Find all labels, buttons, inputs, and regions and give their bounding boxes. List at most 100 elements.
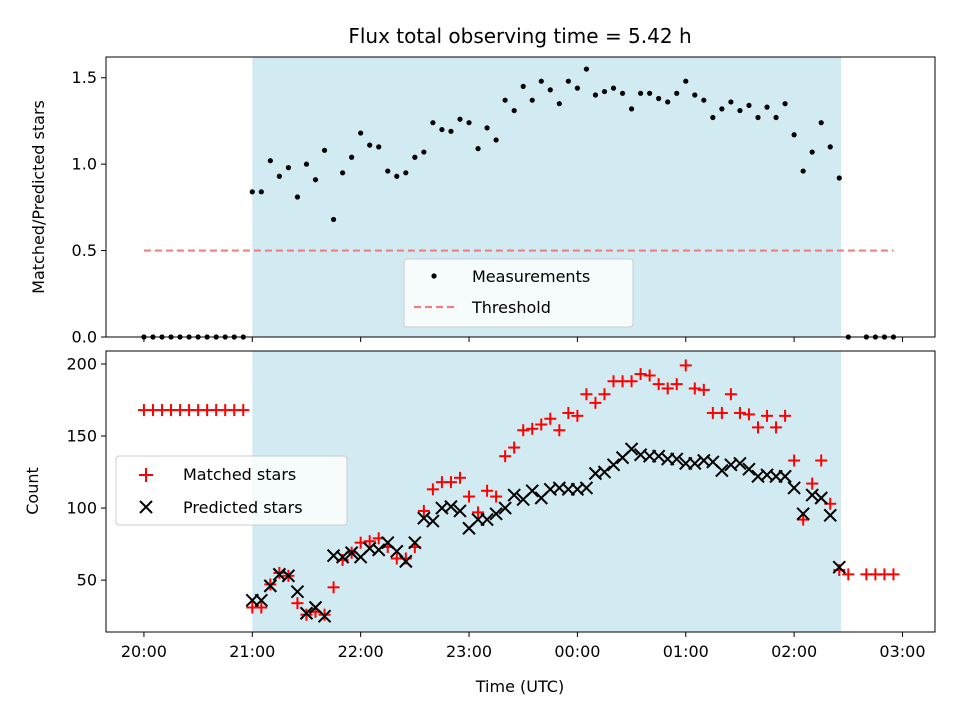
count-xtick-label: 03:00 <box>879 642 925 661</box>
measurement-point <box>592 92 599 98</box>
measurement-point <box>312 177 319 183</box>
matched-star-point <box>363 535 376 548</box>
measurement-point <box>358 130 364 136</box>
measurement-point <box>836 175 842 181</box>
matched-legend-marker <box>139 468 153 482</box>
measurement-point <box>439 126 445 133</box>
count-legend: Matched stars Predicted stars <box>115 455 348 526</box>
predicted-legend-marker <box>139 500 153 514</box>
measurement-point <box>412 154 418 160</box>
measurement-point <box>746 102 752 108</box>
measurement-point <box>330 216 337 223</box>
measurement-point <box>349 154 355 160</box>
measurement-point <box>520 83 526 89</box>
measurement-point <box>394 173 400 179</box>
predicted-star-point <box>597 465 612 479</box>
measurement-point <box>755 114 761 121</box>
measurement-point <box>285 165 292 171</box>
matched-star-point <box>300 608 313 621</box>
measurement-point <box>466 120 472 126</box>
predicted-star-point <box>670 452 684 466</box>
measurement-point <box>647 90 653 96</box>
predicted-star-point <box>715 463 729 478</box>
count-ytick-label: 150 <box>66 427 97 446</box>
matched-star-point <box>508 441 521 454</box>
matched-star-point <box>715 406 728 419</box>
matched-star-point <box>634 368 647 381</box>
predicted-star-point <box>372 543 386 557</box>
measurement-point <box>764 104 770 110</box>
matched-star-point <box>490 490 503 503</box>
matched-star-point <box>887 568 900 581</box>
measurement-point <box>493 137 499 143</box>
measurement-points <box>141 66 897 340</box>
count-xtick-label: 02:00 <box>771 642 817 661</box>
matched-star-point <box>264 578 277 591</box>
predicted-star-point <box>335 550 350 564</box>
matched-star-point <box>472 506 485 519</box>
predicted-star-point <box>507 488 521 502</box>
count-xtick-label: 00:00 <box>554 642 600 661</box>
matched-star-point <box>670 378 683 391</box>
measurement-point <box>773 114 779 121</box>
count-xtick-label: 21:00 <box>229 642 275 661</box>
measurement-legend-marker <box>431 273 437 279</box>
measurement-point <box>665 99 671 105</box>
measurement-point <box>818 120 824 126</box>
measurement-point <box>538 78 544 84</box>
matched-star-point <box>761 409 774 422</box>
count-x-label: Time (UTC) <box>475 677 564 696</box>
matched-star-point <box>679 359 692 372</box>
matched-star-point <box>291 597 304 610</box>
measurement-point <box>791 132 797 138</box>
legend-predicted-label: Predicted stars <box>183 498 303 517</box>
measurement-point <box>737 107 743 114</box>
predicted-star-point <box>742 462 756 476</box>
measurement-point <box>628 106 635 112</box>
matched-star-point <box>643 369 656 382</box>
matched-star-point <box>255 601 268 614</box>
ratio-legend: Measurements Threshold <box>403 258 634 328</box>
ratio-ytick-label: 1.0 <box>72 155 97 174</box>
matched-star-point <box>580 388 593 401</box>
ratio-panel-frame <box>105 56 936 338</box>
measurement-point <box>574 85 580 91</box>
matched-star-point <box>625 375 638 388</box>
predicted-star-points <box>245 442 846 623</box>
ratio-ytick-label: 0.0 <box>72 328 97 347</box>
measurement-point <box>610 85 617 91</box>
measurement-point <box>556 101 562 107</box>
predicted-star-point <box>417 511 431 525</box>
matched-star-point <box>652 378 665 391</box>
measurement-point <box>547 87 553 93</box>
measurement-point <box>692 92 698 98</box>
predicted-star-point <box>444 499 458 514</box>
predicted-star-point <box>624 442 639 456</box>
predicted-star-point <box>796 507 810 521</box>
count-panel: 50 100 150 200 20:00 21:00 22:00 23:00 00:00 01:… <box>23 350 936 696</box>
measurement-point <box>403 170 409 176</box>
ratio-x-ticks <box>143 337 903 342</box>
matched-star-point <box>562 406 575 419</box>
predicted-star-point <box>254 593 269 608</box>
count-ytick-label: 50 <box>77 571 97 590</box>
measurement-point <box>475 146 481 152</box>
legend-matched-label: Matched stars <box>183 465 296 484</box>
matched-star-point <box>697 383 710 396</box>
measurement-point <box>719 106 725 112</box>
matched-star-point <box>770 421 783 434</box>
ratio-ytick-label: 1.5 <box>72 68 97 87</box>
ratio-panel: 0.0 0.5 1.0 1.5 Matched/Predicted stars Mea… <box>29 56 936 347</box>
measurement-point <box>430 120 436 126</box>
predicted-star-point <box>579 481 594 495</box>
measurement-point <box>619 90 626 96</box>
count-legend-box <box>115 455 348 526</box>
measurement-point <box>656 95 662 102</box>
matched-star-point <box>237 404 250 417</box>
measurement-point <box>321 147 328 153</box>
measurement-point <box>249 189 255 195</box>
measurement-point <box>484 125 490 131</box>
measurement-point <box>674 90 680 96</box>
matched-star-point <box>797 513 810 526</box>
